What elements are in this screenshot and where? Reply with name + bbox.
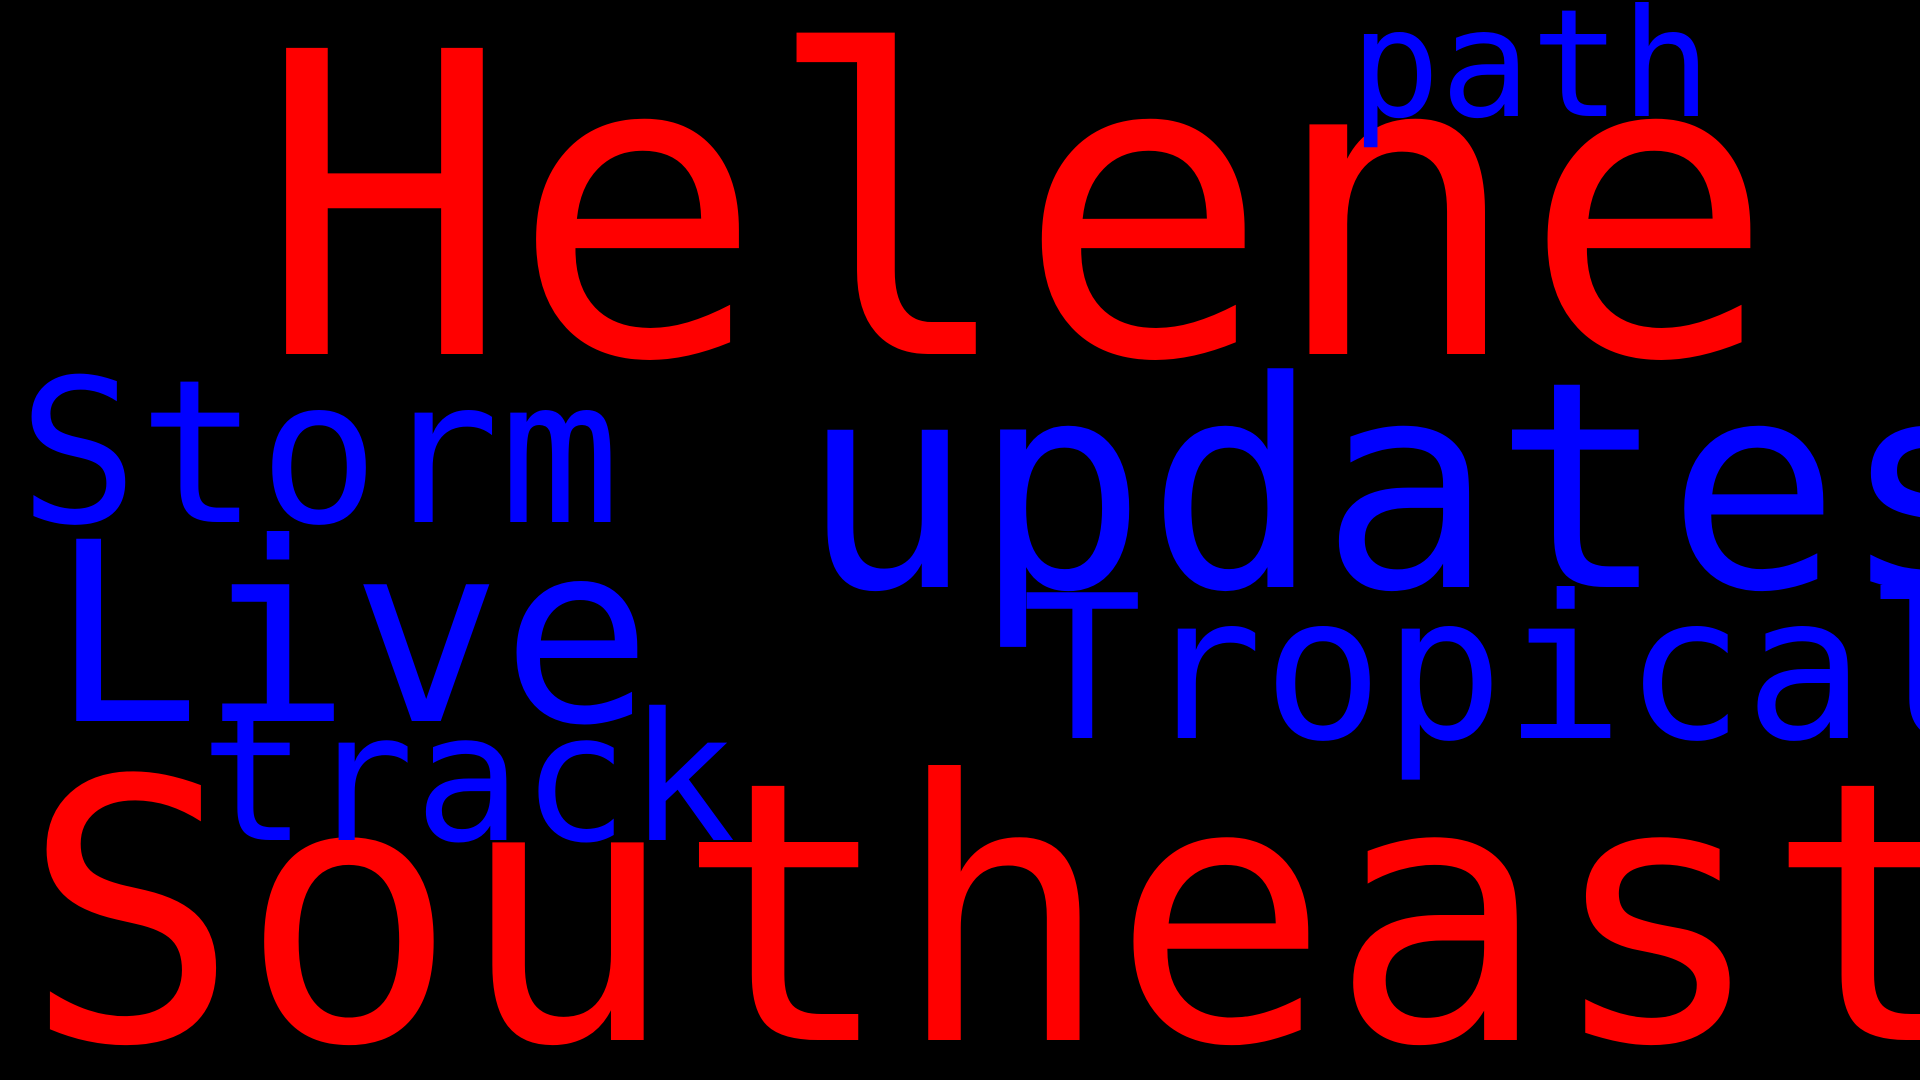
word-tropical: Tropical: [1022, 553, 1920, 786]
word-updates: updates: [800, 320, 1920, 655]
word-live: Live: [50, 489, 653, 780]
word-track: track: [200, 675, 736, 882]
word-path: path: [1350, 0, 1712, 152]
word-southeast: Southeast: [22, 705, 1920, 1080]
word-helene: Helene: [258, 0, 1776, 454]
word-storm: Storm: [18, 337, 621, 570]
